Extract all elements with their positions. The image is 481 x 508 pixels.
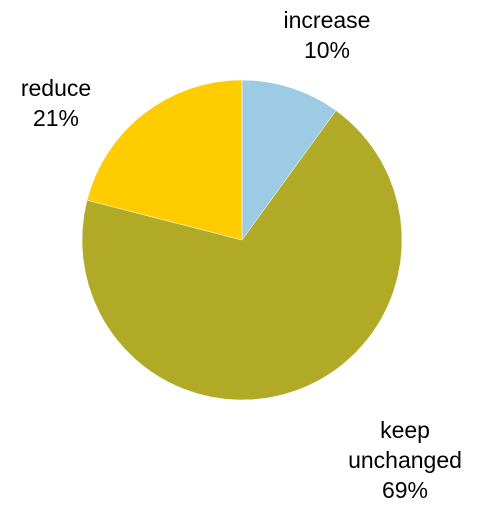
slice-name-text: reduce xyxy=(21,75,91,101)
slice-value-text: 10% xyxy=(304,37,350,63)
pie-slice-reduce xyxy=(86,79,243,241)
slice-value-text: 21% xyxy=(33,105,79,131)
slice-name-text: keep xyxy=(380,417,430,443)
slice-labels: increase 10% keep unchanged 69% reduce 21% xyxy=(21,7,462,503)
slice-label-keep-unchanged: keep unchanged 69% xyxy=(348,417,462,503)
slice-name-text: increase xyxy=(284,7,371,33)
pie-slice-keep-unchanged xyxy=(81,110,403,401)
slice-value-text: 69% xyxy=(382,477,428,503)
slice-label-reduce: reduce 21% xyxy=(21,75,91,131)
pie-slices xyxy=(81,79,403,401)
pie-slice-increase xyxy=(241,79,337,241)
slice-label-increase: increase 10% xyxy=(284,7,371,63)
slice-name-text: unchanged xyxy=(348,447,462,473)
